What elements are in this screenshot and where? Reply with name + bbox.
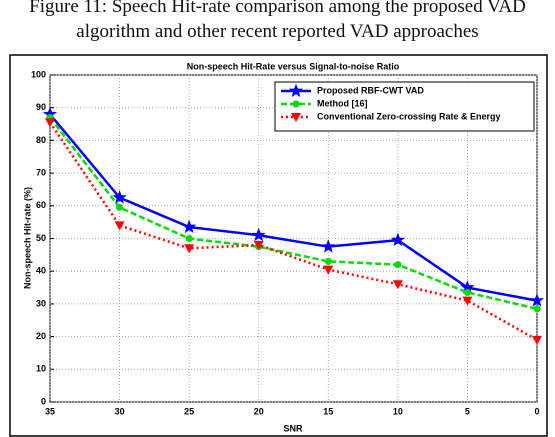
y-tick-label: 40 <box>36 266 46 276</box>
marker <box>116 203 124 211</box>
x-tick-label: 35 <box>45 406 55 416</box>
marker <box>253 241 264 251</box>
x-tick-label: 30 <box>115 406 125 416</box>
legend-label: Proposed RBF-CWT VAD <box>317 85 424 95</box>
marker <box>114 221 125 231</box>
marker <box>392 280 403 290</box>
x-tick-label: 15 <box>323 406 333 416</box>
series-line <box>48 121 538 341</box>
marker <box>251 227 266 242</box>
marker <box>529 293 545 307</box>
y-tick-label: 30 <box>36 298 46 308</box>
legend-box <box>274 81 535 132</box>
y-tick-label: 20 <box>36 331 46 341</box>
y-tick-label: 90 <box>36 102 46 112</box>
y-tick-label: 100 <box>31 69 46 79</box>
marker <box>184 244 195 254</box>
chart-title: Non-speech Hit-Rate versus Signal-to-noi… <box>187 61 400 71</box>
series-line <box>49 116 538 311</box>
marker <box>321 239 336 253</box>
marker <box>291 113 301 122</box>
caption-line: Figure 11: Speech Hit-rate comparison am… <box>29 0 526 17</box>
marker <box>324 257 332 265</box>
x-tick-label: 25 <box>184 406 194 416</box>
y-tick-label: 0 <box>41 396 46 406</box>
marker <box>45 118 55 128</box>
marker <box>463 288 471 296</box>
x-tick-label: 5 <box>465 406 470 416</box>
marker <box>533 305 541 313</box>
marker <box>185 235 193 242</box>
x-tick-label: 0 <box>534 406 539 416</box>
y-tick-label: 70 <box>36 167 46 177</box>
caption-line: algorithm and other recent reported VAD … <box>76 21 479 42</box>
marker <box>462 296 473 306</box>
marker <box>323 265 334 275</box>
y-tick-label: 50 <box>36 233 46 243</box>
y-tick-label: 80 <box>36 135 46 145</box>
y-tick-label: 60 <box>36 200 46 210</box>
marker <box>112 190 127 204</box>
marker <box>288 83 304 98</box>
series-line <box>49 113 538 302</box>
marker <box>182 219 197 234</box>
marker <box>292 100 300 108</box>
marker <box>532 335 542 345</box>
x-axis-label: SNR <box>283 423 303 433</box>
x-tick-label: 10 <box>393 406 403 416</box>
y-axis-label: Non-speech Hit-rate (%) <box>22 187 32 289</box>
x-tick-label: 20 <box>254 406 264 416</box>
legend-label: Conventional Zero-crossing Rate & Energy <box>317 111 501 121</box>
marker <box>394 261 402 269</box>
y-tick-label: 10 <box>36 364 46 374</box>
legend-label: Method [16] <box>317 98 368 108</box>
marker <box>390 232 405 247</box>
